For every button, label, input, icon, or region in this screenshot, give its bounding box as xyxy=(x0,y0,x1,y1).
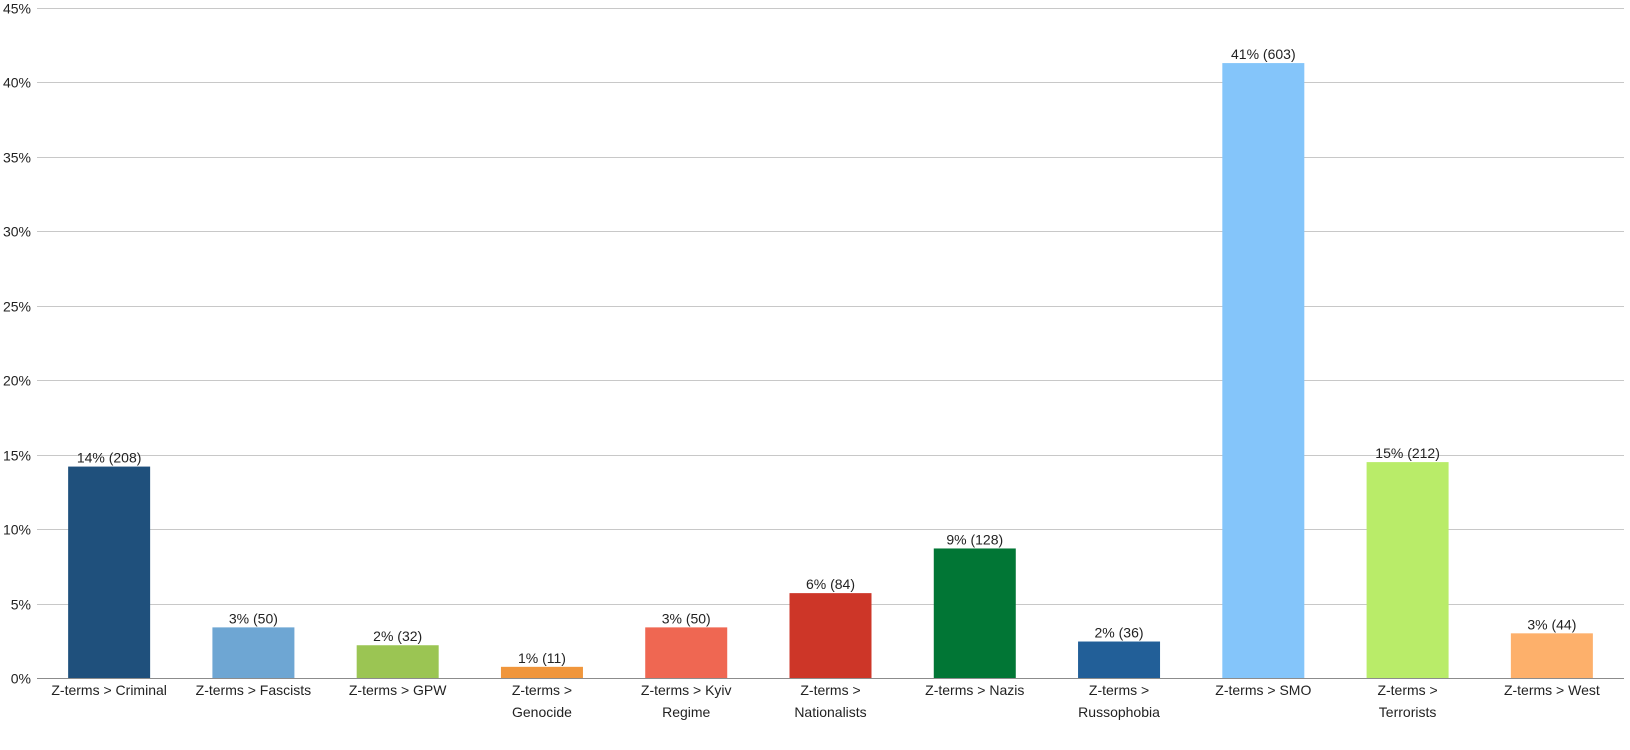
bar xyxy=(1366,462,1449,678)
bar xyxy=(356,645,439,678)
bar xyxy=(68,466,151,678)
y-tick-label: 0% xyxy=(11,671,31,687)
bar xyxy=(500,666,583,678)
y-tick-label: 45% xyxy=(3,1,31,17)
x-tick-label: Z-terms > SMO xyxy=(1215,682,1311,698)
bar xyxy=(212,627,295,678)
bar xyxy=(933,548,1016,678)
x-tick-label: Z-terms > Russophobia xyxy=(1078,682,1160,720)
data-label: 3% (50) xyxy=(229,610,278,626)
x-tick-label: Z-terms > GPW xyxy=(349,682,447,698)
x-tick-label: Z-terms > Genocide xyxy=(512,682,572,720)
x-tick-label: Z-terms > Nazis xyxy=(925,682,1024,698)
bar xyxy=(789,593,872,678)
y-tick-label: 15% xyxy=(3,448,31,464)
x-axis-category-labels: Z-terms > Criminal Z-terms > Fascists Z-te… xyxy=(51,682,1599,720)
data-label: 41% (603) xyxy=(1231,46,1296,62)
bar xyxy=(645,627,728,678)
y-tick-label: 20% xyxy=(3,373,31,389)
y-axis-tick-labels: 0% 5% 10% 15% 20% 25% 30% 35% 40% 45% xyxy=(3,1,31,687)
y-tick-label: 10% xyxy=(3,522,31,538)
bars xyxy=(68,63,1593,679)
x-tick-label: Z-terms > Fascists xyxy=(196,682,312,698)
x-tick-label: Z-terms > Criminal xyxy=(51,682,167,698)
data-labels: 14% (208) 3% (50) 2% (32) 1% (11) 3% (50) 6% … xyxy=(77,46,1577,666)
data-label: 14% (208) xyxy=(77,450,142,466)
bar xyxy=(1510,633,1593,678)
data-label: 15% (212) xyxy=(1375,445,1440,461)
y-tick-label: 30% xyxy=(3,224,31,240)
x-tick-label: Z-terms > West xyxy=(1504,682,1600,698)
gridlines xyxy=(37,8,1624,605)
y-tick-label: 25% xyxy=(3,299,31,315)
data-label: 2% (36) xyxy=(1095,625,1144,641)
y-tick-label: 5% xyxy=(11,597,31,613)
data-label: 3% (44) xyxy=(1527,616,1576,632)
data-label: 6% (84) xyxy=(806,576,855,592)
data-label: 3% (50) xyxy=(662,610,711,626)
bar xyxy=(1078,641,1161,678)
bar xyxy=(1222,63,1305,679)
data-label: 1% (11) xyxy=(518,650,566,666)
y-tick-label: 40% xyxy=(3,75,31,91)
x-tick-label: Z-terms > Kyiv Regime xyxy=(641,682,732,720)
x-tick-label: Z-terms > Nationalists xyxy=(794,682,866,720)
y-tick-label: 35% xyxy=(3,150,31,166)
data-label: 2% (32) xyxy=(373,628,422,644)
data-label: 9% (128) xyxy=(946,531,1003,547)
x-tick-label: Z-terms > Terrorists xyxy=(1377,682,1437,720)
